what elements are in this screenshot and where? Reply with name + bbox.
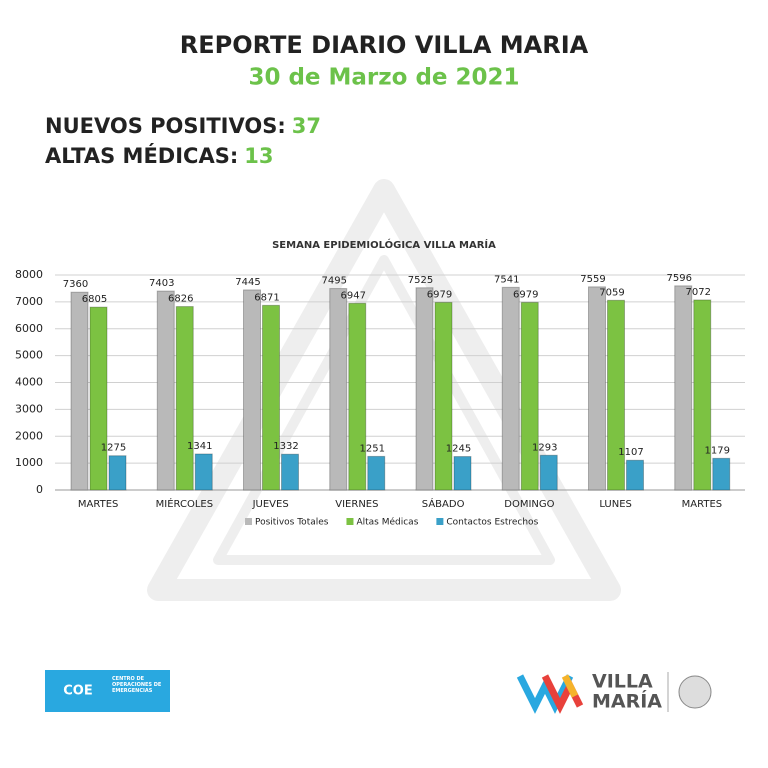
x-tick-label: VIERNES — [335, 499, 378, 510]
value-label: 1107 — [618, 447, 643, 458]
stats: NUEVOS POSITIVOS: 37 ALTAS MÉDICAS: 13 — [45, 114, 321, 168]
value-label: 7445 — [235, 277, 260, 288]
coe-name-box: CENTRO DE OPERACIONES DE EMERGENCIAS — [112, 676, 162, 694]
value-label: 1341 — [187, 441, 212, 452]
logo-stripes-1 — [516, 674, 574, 714]
bar — [70, 291, 89, 491]
coe-text: COE — [63, 684, 92, 699]
x-tick-label: MARTES — [78, 499, 118, 510]
bar — [453, 456, 472, 491]
bar — [194, 453, 213, 491]
coe-box — [45, 670, 170, 712]
bar — [539, 454, 558, 491]
value-label: 7525 — [408, 275, 433, 286]
bar — [108, 455, 127, 491]
value-label: 7541 — [494, 274, 519, 285]
value-label: 7059 — [599, 287, 624, 298]
value-label: 7403 — [149, 278, 174, 289]
y-tick-label: 8000 — [15, 268, 43, 281]
legend-label: Positivos Totales — [255, 518, 329, 528]
title: REPORTE DIARIO VILLA MARIA — [180, 31, 589, 59]
value-label: 6871 — [254, 292, 279, 303]
value-label: 6979 — [427, 289, 452, 300]
value-label: 1293 — [532, 442, 557, 453]
chart: SEMANA EPIDEMIOLÓGICA VILLA MARÍA 0 1000 20… — [15, 238, 745, 528]
bar — [243, 289, 261, 491]
y-tick-label: 4000 — [15, 376, 43, 389]
value-label: 1245 — [446, 444, 471, 455]
y-tick-label: 3000 — [15, 402, 43, 415]
villa-maria-logo: VILLA MARÍA — [516, 671, 712, 714]
bar — [367, 455, 386, 491]
date: 30 de Marzo de 2021 — [248, 65, 519, 91]
legend-marker — [346, 518, 354, 525]
stat-label: ALTAS MÉDICAS: — [45, 143, 238, 168]
legend-label: Contactos Estrechos — [446, 518, 538, 528]
legend-label: Altas Médicas — [356, 517, 418, 528]
bar — [712, 457, 731, 491]
value-label: 1332 — [273, 441, 298, 452]
logo-stripes-3 — [561, 674, 579, 698]
bar — [693, 299, 712, 491]
value-label: 7072 — [686, 287, 711, 298]
value-label: 1251 — [360, 443, 385, 454]
x-tick-label: SÁBADO — [422, 497, 465, 510]
chart-title: SEMANA EPIDEMIOLÓGICA VILLA MARÍA — [272, 238, 496, 251]
value-label: 6805 — [82, 294, 107, 305]
y-tick-label: 7000 — [15, 295, 43, 308]
value-label: 7495 — [322, 276, 347, 287]
stat-label: NUEVOS POSITIVOS: — [45, 114, 286, 138]
stat-value: 37 — [292, 114, 321, 138]
coe-logo: COE CENTRO DE OPERACIONES DE EMERGENCIAS — [45, 670, 170, 712]
bar — [329, 288, 348, 491]
bar — [607, 299, 625, 491]
logo-seal — [678, 675, 712, 709]
bar — [175, 306, 194, 491]
legend-marker — [436, 518, 444, 525]
brand-1: VILLA — [592, 671, 653, 693]
y-tick-label: 2000 — [15, 429, 43, 442]
x-tick-label: LUNES — [599, 499, 632, 510]
value-label: 7559 — [580, 274, 605, 285]
value-label: 6826 — [168, 294, 193, 305]
value-label: 1179 — [705, 445, 730, 456]
value-label: 1275 — [101, 443, 126, 454]
value-label: 7596 — [667, 273, 692, 284]
bar — [626, 459, 644, 491]
bar — [415, 287, 434, 491]
stat-value: 13 — [244, 144, 273, 168]
x-tick-label: JUEVES — [252, 499, 289, 510]
y-tick-label: 5000 — [15, 349, 43, 362]
coe-name: CENTRO DE OPERACIONES DE EMERGENCIAS — [112, 676, 162, 694]
x-tick-label: MIÉRCOLES — [156, 497, 213, 510]
bar — [89, 306, 108, 491]
bar — [434, 301, 453, 491]
value-label: 6947 — [341, 290, 366, 301]
x-tick-label: DOMINGO — [504, 499, 554, 510]
legend-marker — [245, 518, 252, 525]
y-tick-label: 6000 — [15, 322, 43, 335]
bar — [156, 290, 175, 491]
bar — [588, 286, 606, 491]
bar — [501, 286, 520, 491]
value-label: 6979 — [513, 289, 538, 300]
x-tick-label: MARTES — [682, 499, 722, 510]
value-label: 7360 — [63, 279, 88, 290]
bar — [674, 285, 693, 491]
bar — [262, 304, 280, 491]
y-tick-label: 0 — [36, 483, 43, 496]
bar — [520, 301, 539, 491]
y-tick-label: 1000 — [15, 456, 43, 469]
bar — [281, 453, 299, 491]
bar — [348, 302, 367, 491]
brand-2: MARÍA — [592, 690, 662, 713]
